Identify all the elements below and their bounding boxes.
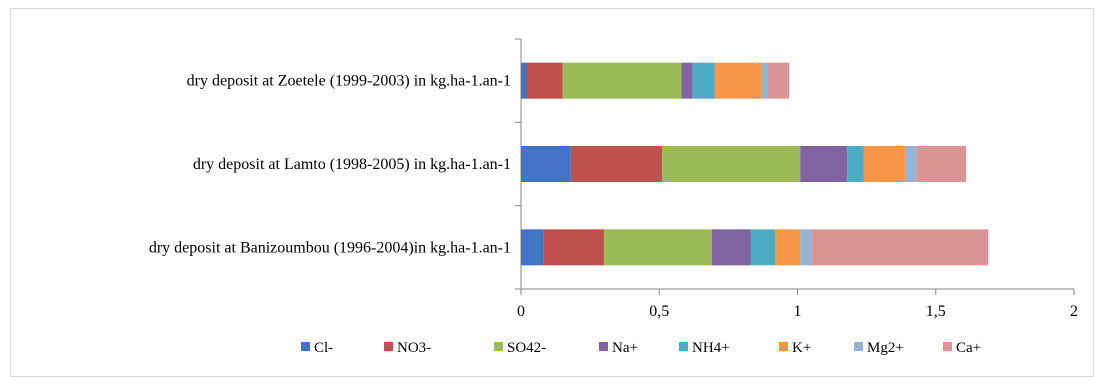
legend-label: Ca+ [956,340,981,356]
bar-segment [521,146,571,182]
x-tick-label: 1 [794,303,802,320]
bar-segment [761,62,768,99]
bar-segment [681,62,693,99]
bar-segment [767,62,790,99]
legend-swatch [301,342,310,351]
bar-segment [800,146,848,182]
stacked-bar-chart: 0 0,5 1 1,5 2 dry deposit at Zoetele (1999-20… [149,38,1078,356]
bar-segment [800,229,812,266]
bar-segment [692,62,715,99]
bar-segment [750,229,776,266]
category-label: dry deposit at Banizoumbou (1996-2004)in… [149,239,511,256]
legend-label: Mg2+ [867,340,904,356]
bar-segment [521,229,544,266]
bars-layer [521,62,989,266]
x-tick-label: 0 [517,303,525,320]
legend-swatch [943,342,952,351]
chart-frame: 0 0,5 1 1,5 2 dry deposit at Zoetele (1999-20… [10,8,1094,377]
legend-label: Cl- [314,340,333,356]
bar-segment [521,62,527,99]
category-label: dry deposit at Lamto (1998-2005) in kg.h… [193,156,511,173]
bar-segment [905,146,917,182]
bar-segment [711,229,751,266]
legend-label: K+ [792,340,811,356]
legend-label: NH4+ [692,340,730,356]
bar-segment [543,229,604,266]
bar-segment [562,62,682,99]
x-tick-label: 2 [1070,303,1078,320]
legend-swatch [854,342,863,351]
bar-segment [775,229,801,266]
bar-segment [811,229,989,266]
x-tick-label: 1,5 [926,303,946,320]
legend-swatch [599,342,608,351]
bar-segment [662,146,801,182]
bar-segment [570,146,663,182]
legend-swatch [679,342,688,351]
bar-segment [863,146,906,182]
legend-swatch [779,342,788,351]
legend-swatch [494,342,503,351]
legend-layer: Cl- NO3- SO42- Na+ NH4+ K+ Mg2+ Ca+ [301,340,981,356]
category-label: dry deposit at Zoetele (1999-2003) in kg… [187,73,511,90]
legend-swatch [384,342,393,351]
bar-segment [603,229,712,266]
legend-label: SO42- [507,340,546,356]
legend-label: NO3- [397,340,431,356]
bar-segment [847,146,864,182]
labels-layer: 0 0,5 1 1,5 2 dry deposit at Zoetele (1999-20… [149,73,1078,320]
bar-segment [916,146,967,182]
bar-segment [526,62,563,99]
bar-segment [714,62,762,99]
legend-label: Na+ [612,340,638,356]
x-tick-label: 0,5 [649,303,669,320]
